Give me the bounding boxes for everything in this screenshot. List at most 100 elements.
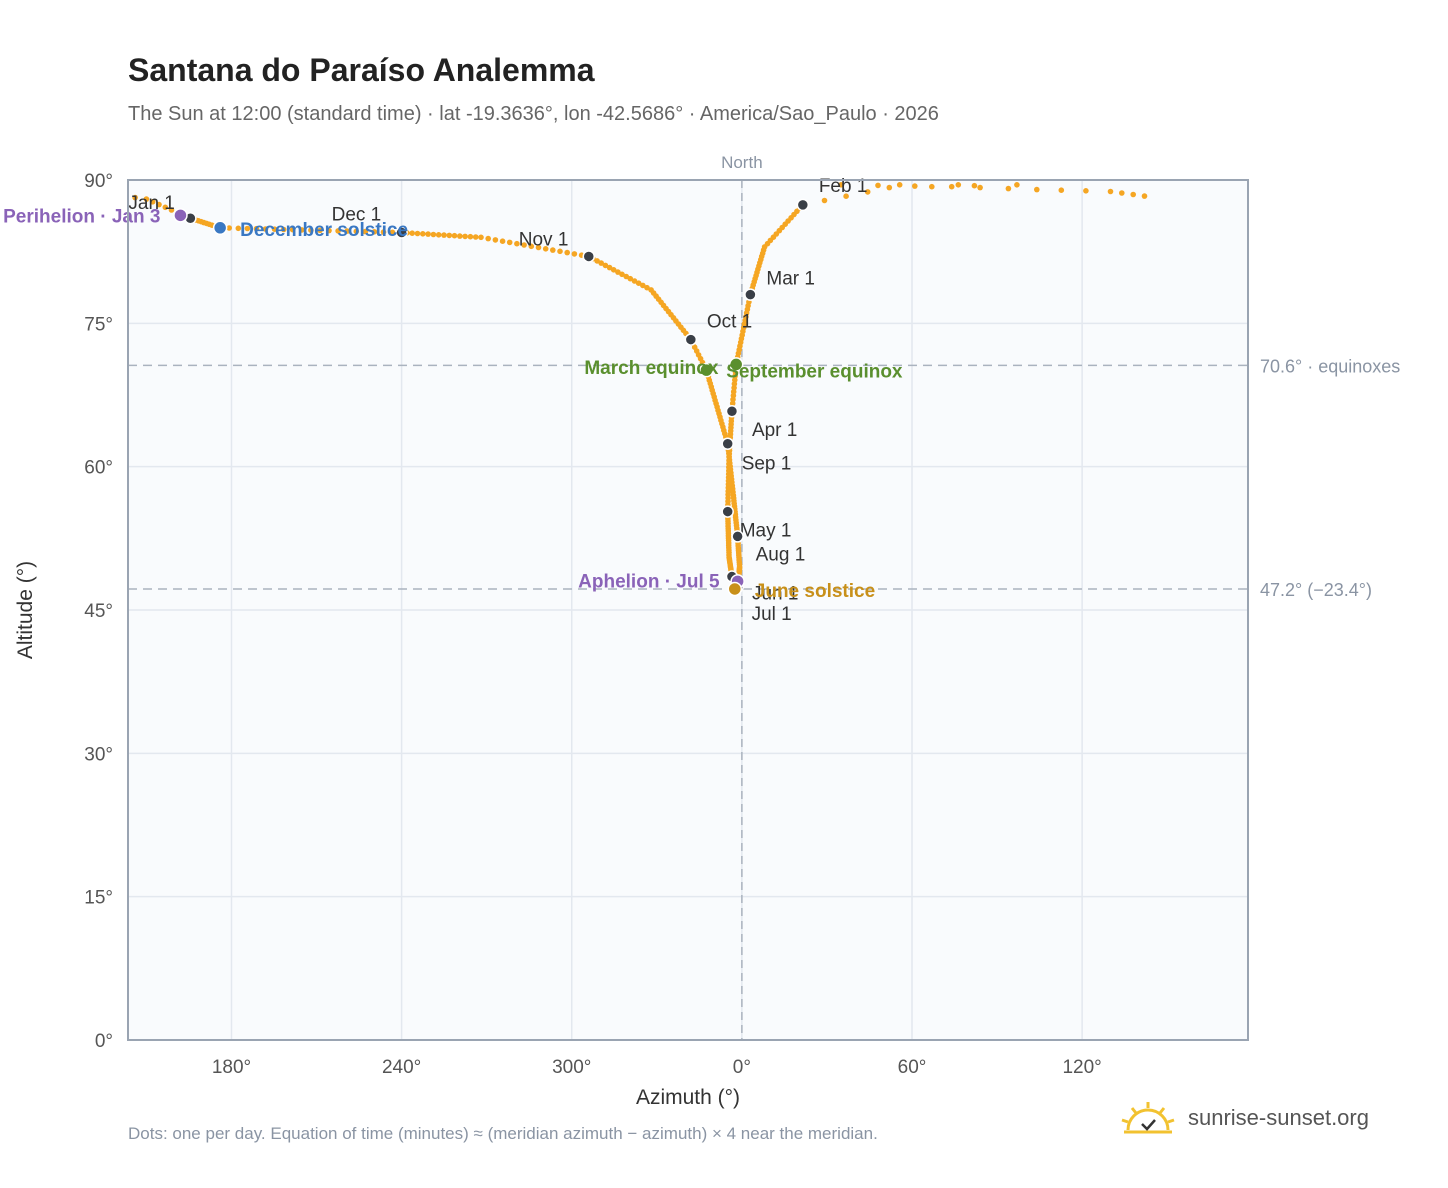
- daily-dot: [380, 229, 387, 235]
- month-marker: [721, 437, 734, 450]
- daily-dot: [299, 227, 305, 233]
- month-label: Mar 1: [766, 269, 815, 290]
- x-tick-label: 120°: [1062, 1057, 1101, 1078]
- meridian-label: North: [721, 153, 763, 172]
- event-marker: [173, 208, 188, 223]
- event-label: Perihelion · Jan 3: [3, 206, 160, 227]
- daily-dot: [485, 235, 492, 242]
- daily-dot: [528, 243, 535, 250]
- axis-ticks: 180° 240° 300° 0° 60° 120° 0° 15° 30° 45° 60° 75° 90…: [84, 171, 1102, 1078]
- month-label: Feb 1: [819, 176, 868, 197]
- daily-dot: [441, 232, 447, 238]
- month-marker: [731, 530, 744, 543]
- daily-dot: [977, 184, 983, 191]
- page-title: Santana do Paraíso Analemma: [128, 52, 595, 88]
- daily-dot: [326, 227, 332, 234]
- daily-dot: [564, 249, 570, 256]
- y-tick-label: 15°: [84, 888, 113, 909]
- month-label: Oct 1: [707, 312, 752, 333]
- page-subtitle: The Sun at 12:00 (standard time) · lat -…: [128, 103, 939, 125]
- month-label: Dec 1: [332, 205, 382, 226]
- daily-dot: [162, 204, 169, 211]
- daily-dot: [430, 231, 437, 238]
- x-tick-label: 180°: [212, 1057, 251, 1078]
- daily-dot: [843, 193, 849, 199]
- event-marker: [212, 220, 228, 236]
- daily-dot: [619, 271, 625, 278]
- daily-dot: [606, 264, 613, 271]
- x-tick-label: 60°: [898, 1057, 927, 1078]
- daily-dot: [344, 228, 351, 234]
- daily-dot: [644, 284, 650, 291]
- daily-dot: [478, 234, 484, 241]
- daily-dot: [627, 275, 634, 282]
- month-marker: [684, 333, 698, 346]
- daily-dot: [409, 230, 416, 236]
- daily-dot: [289, 226, 296, 233]
- daily-dot: [631, 278, 638, 284]
- event-markers: Perihelion · Jan 3 December solstice March…: [3, 206, 903, 602]
- month-marker: [395, 226, 408, 239]
- x-tick-label: 300°: [552, 1057, 591, 1078]
- event-label: December solstice: [240, 220, 408, 241]
- daily-dot: [472, 234, 479, 240]
- daily-dot: [875, 182, 881, 189]
- daily-dot: [462, 233, 468, 240]
- daily-dot: [896, 182, 903, 188]
- month-label: Aug 1: [756, 544, 806, 565]
- daily-dot: [156, 201, 162, 208]
- daily-dot: [143, 196, 150, 202]
- daily-dot: [457, 233, 463, 239]
- month-marker: [721, 505, 734, 518]
- daily-dot: [535, 244, 542, 251]
- daily-dot: [571, 251, 578, 257]
- daily-dot: [308, 227, 314, 233]
- daily-dot: [435, 232, 442, 238]
- month-label: Jun 1: [752, 584, 798, 605]
- daily-dot: [506, 239, 513, 246]
- y-tick-label: 90°: [84, 171, 113, 192]
- daily-dot: [335, 228, 341, 234]
- daily-dot: [514, 240, 520, 247]
- daily-dot: [149, 199, 156, 205]
- daily-dot: [420, 231, 426, 237]
- daily-dot: [971, 182, 978, 189]
- daily-dot: [610, 267, 617, 273]
- y-axis-label: Altitude (°): [14, 561, 37, 659]
- event-marker: [699, 362, 714, 378]
- daily-dot: [557, 248, 563, 255]
- daily-dot: [598, 260, 604, 266]
- daily-dot: [838, 182, 844, 188]
- daily-dot: [226, 225, 232, 231]
- month-marker: [582, 250, 596, 263]
- daily-dot: [955, 182, 962, 188]
- daily-dot: [499, 238, 506, 244]
- daily-dot: [542, 246, 549, 252]
- daily-dot: [389, 229, 396, 236]
- month-label: Jan 1: [128, 193, 174, 214]
- daily-dot: [1130, 191, 1136, 198]
- daily-dot: [317, 227, 323, 234]
- daily-dot: [648, 287, 654, 293]
- daily-dot: [929, 183, 935, 190]
- daily-dot: [615, 269, 621, 275]
- month-marker: [744, 288, 757, 301]
- daily-dot: [594, 258, 600, 264]
- daily-dot: [521, 242, 527, 248]
- daily-dot: [602, 262, 609, 269]
- daily-dot: [353, 228, 360, 235]
- event-marker: [727, 581, 743, 597]
- daily-dot: [550, 247, 556, 253]
- daily-dot: [371, 229, 378, 235]
- brand-name: sunrise-sunset.org: [1188, 1105, 1369, 1130]
- y-tick-label: 45°: [84, 601, 113, 622]
- daily-dot: [253, 225, 260, 232]
- daily-dot: [451, 232, 458, 239]
- daily-dot: [623, 273, 629, 280]
- x-tick-label: 0°: [733, 1057, 751, 1078]
- month-label: May 1: [740, 521, 792, 542]
- brand-logo[interactable]: sunrise-sunset.org: [1120, 1100, 1369, 1136]
- y-tick-label: 30°: [84, 744, 113, 765]
- daily-dot: [492, 237, 499, 243]
